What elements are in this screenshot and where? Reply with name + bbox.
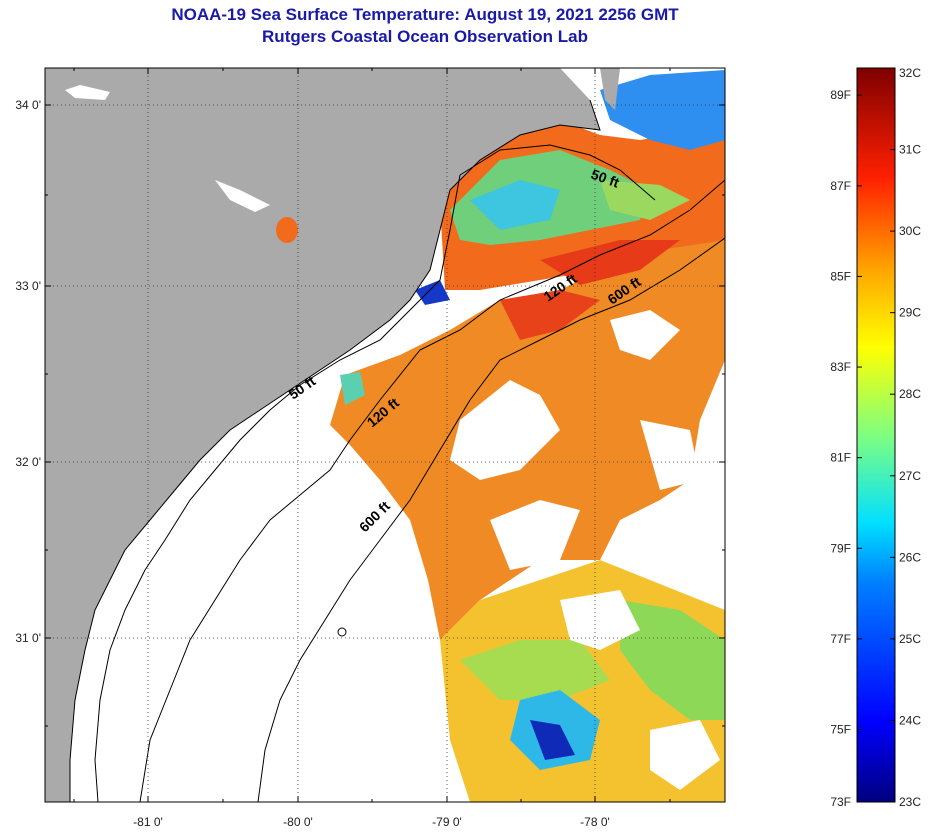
colorbar-label-fahrenheit: 77F: [830, 632, 851, 646]
colorbar-label-fahrenheit: 87F: [830, 179, 851, 193]
inland-lake-sst: [276, 217, 298, 243]
contour-50ft: [94, 144, 656, 802]
lake: [215, 180, 270, 212]
seamount-contour: [337, 627, 347, 637]
map-subtitle: Rutgers Coastal Ocean Observation Lab: [262, 27, 588, 46]
colorbar-label-celsius: 27C: [899, 469, 921, 483]
lon-label: -80 0': [283, 815, 313, 829]
colorbar-label-fahrenheit: 73F: [830, 795, 851, 809]
lat-label: 33 0': [15, 279, 41, 293]
colorbar-labels: 32C 31C 30C 29C 28C 27C 26C 25C 24C 23C 89F 87F 85F 8…: [830, 66, 921, 809]
colorbar-label-fahrenheit: 81F: [830, 451, 851, 465]
colorbar-label-celsius: 23C: [899, 795, 921, 809]
lon-label: -79 0': [432, 815, 462, 829]
lake: [65, 85, 110, 100]
land-island: [600, 68, 620, 110]
colorbar-label-celsius: 32C: [899, 66, 921, 80]
colorbar-scale: [856, 67, 896, 803]
colorbar-label-celsius: 24C: [899, 713, 921, 727]
colorbar-label-fahrenheit: 79F: [830, 541, 851, 555]
map-frame: [44, 67, 726, 803]
contour-600ft: [257, 237, 725, 802]
graticule: [45, 68, 725, 802]
land-mass: [45, 68, 600, 802]
colorbar-label-celsius: 26C: [899, 550, 921, 564]
lon-label: -81 0': [133, 815, 163, 829]
lat-label: 31 0': [15, 631, 41, 645]
coastline: [69, 99, 601, 802]
sst-swath: [330, 70, 725, 802]
colorbar-label-celsius: 25C: [899, 632, 921, 646]
colorbar-label-celsius: 31C: [899, 143, 921, 157]
lat-label: 32 0': [15, 455, 41, 469]
contour-120ft: [139, 179, 725, 802]
colorbar-label-fahrenheit: 89F: [830, 88, 851, 102]
lon-label: -78 0': [580, 815, 610, 829]
colorbar-label-fahrenheit: 85F: [830, 269, 851, 283]
map-title: NOAA-19 Sea Surface Temperature: August …: [171, 5, 679, 24]
lat-label: 34 0': [15, 98, 41, 112]
map-ticks: [45, 68, 725, 802]
colorbar-label-celsius: 30C: [899, 224, 921, 238]
colorbar-label-celsius: 28C: [899, 387, 921, 401]
colorbar-label-celsius: 29C: [899, 306, 921, 320]
colorbar-label-fahrenheit: 83F: [830, 360, 851, 374]
colorbar-label-fahrenheit: 75F: [830, 723, 851, 737]
